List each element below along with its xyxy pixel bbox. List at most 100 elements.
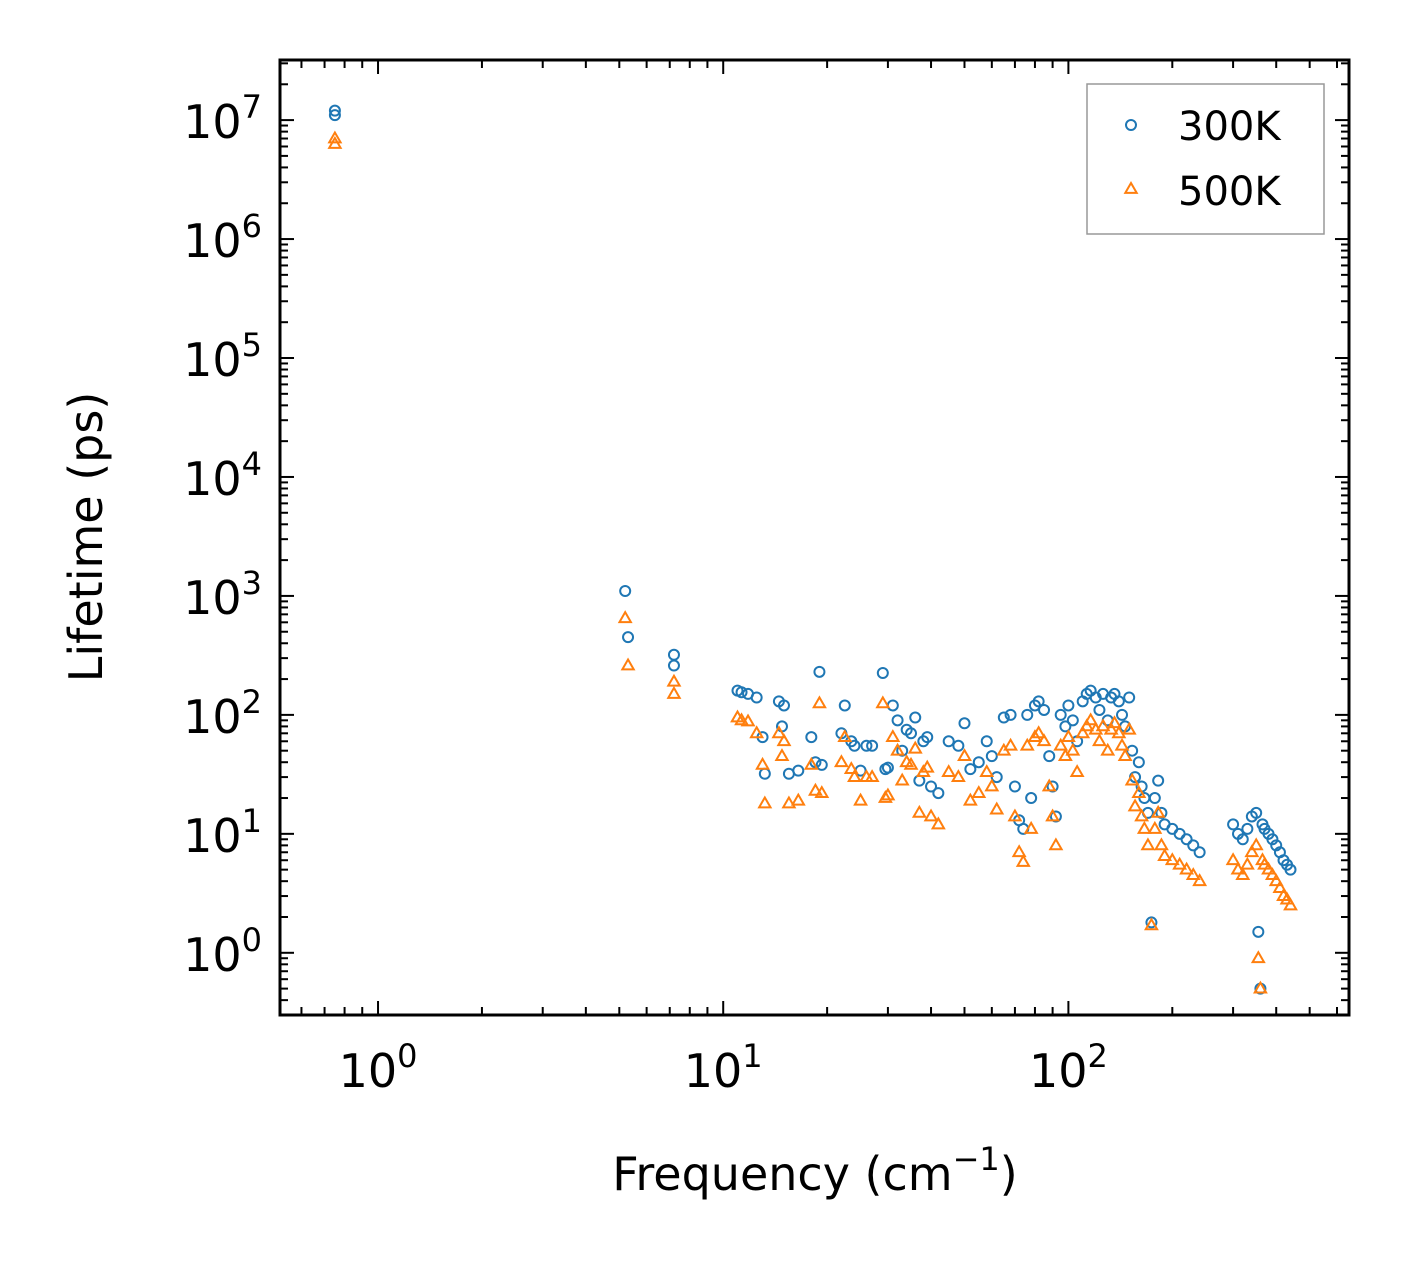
data-point — [790, 792, 806, 806]
data-point — [1144, 917, 1159, 931]
legend: 300K 500K — [1086, 83, 1325, 235]
data-point — [814, 785, 830, 799]
y-tick-label: 106 — [183, 207, 262, 268]
data-point — [1123, 691, 1136, 704]
data-point — [781, 795, 797, 809]
data-point — [875, 695, 891, 709]
data-point — [1059, 720, 1072, 733]
data-point — [1100, 742, 1116, 756]
data-point — [932, 787, 945, 800]
data-point — [894, 772, 910, 786]
data-point — [971, 785, 987, 799]
data-point — [990, 771, 1003, 784]
data-point — [666, 685, 682, 699]
data-point — [989, 801, 1005, 815]
data-point — [1187, 839, 1200, 852]
data-point — [1235, 867, 1251, 880]
data-point — [1132, 756, 1145, 769]
data-point — [833, 754, 849, 768]
plot-frame — [278, 58, 1351, 1017]
data-point — [1008, 780, 1021, 793]
data-point — [838, 699, 851, 712]
data-point — [755, 756, 770, 770]
data-point — [1164, 852, 1180, 866]
data-point — [909, 711, 922, 724]
data-point — [1241, 822, 1254, 835]
data-point — [1036, 733, 1052, 747]
y-tick-label: 103 — [183, 564, 262, 625]
data-point — [777, 699, 790, 712]
data-point — [667, 659, 680, 672]
x-tick-label: 101 — [684, 1037, 763, 1098]
data-point — [1172, 856, 1188, 870]
y-tick-label: 101 — [183, 802, 262, 863]
data-point — [1032, 695, 1045, 708]
data-point — [1116, 708, 1129, 721]
data-point — [734, 712, 749, 726]
data-point — [1236, 833, 1249, 846]
data-point — [1011, 844, 1027, 858]
data-point — [1179, 861, 1195, 875]
data-point — [1041, 778, 1057, 792]
data-point — [1066, 714, 1079, 727]
data-point — [891, 714, 904, 727]
data-point — [1045, 808, 1061, 822]
data-point — [925, 780, 938, 793]
data-point — [885, 729, 901, 743]
data-point — [1252, 980, 1268, 994]
data-point — [1107, 715, 1122, 729]
data-point — [1239, 856, 1255, 870]
legend-label-500k: 500K — [1178, 169, 1282, 215]
data-point — [1155, 806, 1168, 819]
data-point — [837, 729, 853, 743]
data-point — [774, 748, 790, 762]
data-point — [666, 673, 682, 687]
y-tick-label: 102 — [183, 683, 262, 744]
data-point — [1127, 798, 1143, 812]
data-point — [740, 713, 756, 727]
data-point — [1147, 820, 1163, 834]
data-point — [1248, 837, 1264, 851]
legend-marker-500k — [1123, 180, 1139, 194]
data-point — [1244, 844, 1260, 858]
legend-box — [1086, 83, 1325, 235]
legend-label-300k: 300K — [1178, 104, 1282, 150]
y-tick-labels: 100 101 102 103 104 105 106 107 — [183, 88, 262, 982]
data-point — [750, 691, 763, 704]
data-point — [1180, 833, 1193, 846]
data-point — [1268, 873, 1284, 887]
data-point — [1075, 725, 1091, 739]
data-point — [1283, 897, 1298, 911]
data-point — [327, 135, 343, 149]
data-point — [997, 711, 1010, 724]
data-point — [1114, 737, 1130, 751]
data-point — [1092, 733, 1107, 747]
data-point — [1150, 804, 1166, 818]
major-ticks — [280, 60, 1349, 1015]
data-point — [1043, 750, 1056, 763]
data-point — [1049, 810, 1062, 823]
y-axis-title: Lifetime (ps) — [59, 392, 113, 683]
data-point — [1272, 880, 1288, 893]
data-point — [620, 657, 636, 671]
y-tick-label: 104 — [183, 445, 262, 506]
data-point — [980, 735, 993, 748]
data-point — [921, 731, 934, 744]
legend-marker-300k — [1125, 119, 1137, 131]
data-point — [1134, 808, 1150, 822]
data-point — [1126, 744, 1139, 757]
data-point — [958, 717, 971, 730]
y-tick-label: 107 — [183, 88, 262, 149]
data-point — [1079, 718, 1095, 732]
data-point — [1264, 867, 1280, 880]
x-axis-title-main: Frequency (cm — [612, 1147, 952, 1201]
data-point — [619, 585, 632, 598]
data-point — [1038, 703, 1051, 716]
data-point — [1131, 785, 1147, 799]
x-axis-title: Frequency (cm−1) — [612, 1140, 1017, 1201]
data-point — [1227, 818, 1240, 831]
data-point — [1031, 725, 1047, 739]
data-point — [864, 769, 880, 782]
data-point — [771, 725, 787, 739]
